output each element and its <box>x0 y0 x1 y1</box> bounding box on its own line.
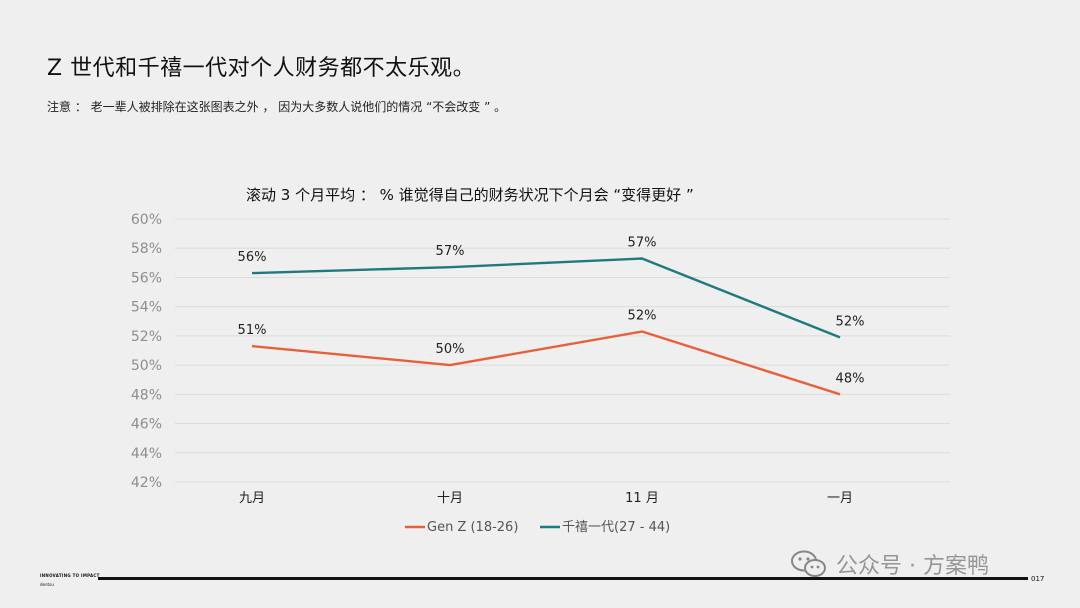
data-label: 52% <box>628 309 657 324</box>
data-label: 50% <box>436 342 465 357</box>
x-category-label: 一月 <box>827 491 853 506</box>
data-label: 51% <box>238 323 267 338</box>
y-tick-label: 44% <box>131 446 162 462</box>
page-number: 017 <box>1031 575 1045 583</box>
y-axis-ticks: 60% 58% 56% 54% 52% 50% 48% 46% 44% 42% <box>131 212 162 491</box>
data-label: 52% <box>836 314 865 329</box>
gridlines <box>175 218 950 483</box>
legend: Gen Z (18-26) 千禧一代(27 - 44) <box>405 520 670 535</box>
series-lines <box>251 257 841 396</box>
y-tick-label: 42% <box>131 475 162 491</box>
x-axis-categories: 九月 十月 11 月 一月 <box>239 491 853 506</box>
y-tick-label: 58% <box>131 241 162 257</box>
footer-tagline: INNOVATING TO IMPACT <box>40 573 100 578</box>
page-note: 注意 ： 老一辈人被排除在这张图表之外 ， 因为大多数人说他们的情况 “不会改变… <box>47 100 507 114</box>
data-label: 57% <box>628 236 657 251</box>
chart-title: 滚动 3 个月平均 ： % 谁觉得自己的财务状况下个月会 “变得更好 ” <box>246 186 694 204</box>
y-tick-label: 54% <box>131 300 162 316</box>
x-category-label: 十月 <box>437 491 463 506</box>
legend-label: 千禧一代(27 - 44) <box>562 520 670 535</box>
series-line <box>251 257 841 339</box>
wechat-icon <box>791 550 826 577</box>
watermark: 公众号 · 方案鸭 <box>790 548 989 580</box>
footer-brand-logo: dentsu <box>40 582 54 587</box>
y-tick-label: 60% <box>131 212 162 228</box>
y-tick-label: 50% <box>131 358 162 374</box>
page-title: Z 世代和千禧一代对个人财务都不太乐观。 <box>47 56 476 81</box>
x-category-label: 11 月 <box>625 491 659 506</box>
y-tick-label: 56% <box>131 270 162 286</box>
y-tick-label: 48% <box>131 387 162 403</box>
x-category-label: 九月 <box>239 491 265 506</box>
y-tick-label: 46% <box>131 417 162 433</box>
data-label: 48% <box>836 371 865 386</box>
footer-divider <box>98 577 1028 580</box>
watermark-text: 公众号 · 方案鸭 <box>836 554 989 579</box>
data-label: 57% <box>436 244 465 259</box>
data-labels: 51% 50% 52% 48% 56% 57% 57% 52% <box>238 236 865 387</box>
y-tick-label: 52% <box>131 329 162 345</box>
series-line <box>251 330 841 396</box>
data-label: 56% <box>238 250 267 265</box>
legend-label: Gen Z (18-26) <box>427 520 518 535</box>
